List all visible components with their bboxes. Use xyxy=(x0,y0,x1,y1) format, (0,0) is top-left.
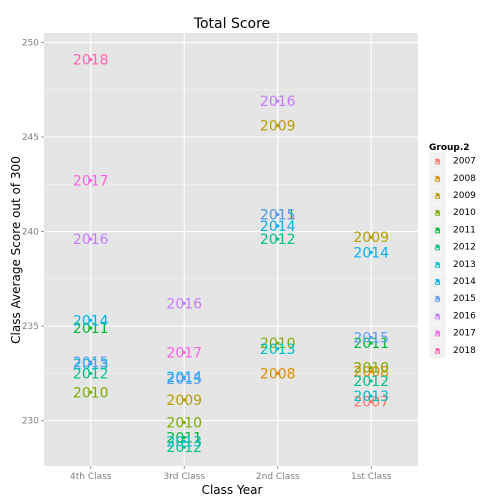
legend-glyph-2017: a xyxy=(434,327,441,340)
y-axis-title: Class Average Score out of 300 xyxy=(9,156,23,344)
legend-label-2012: 2012 xyxy=(453,243,476,253)
legend-glyph-2013: a xyxy=(434,258,441,271)
legend-glyph-2007: a xyxy=(434,155,441,168)
data-label-2016: 2016 xyxy=(260,94,296,110)
data-label-2018: 2018 xyxy=(73,52,109,68)
legend-label-2018: 2018 xyxy=(453,346,476,356)
data-label-2013: 2013 xyxy=(260,342,296,358)
legend-label-2017: 2017 xyxy=(453,329,476,339)
data-label-2015: 2015 xyxy=(73,355,109,371)
legend-glyph-2012: a xyxy=(434,241,441,254)
y-tick-label: 235 xyxy=(22,322,39,332)
legend-label-2011: 2011 xyxy=(453,225,476,235)
data-label-2015: 2015 xyxy=(260,208,296,224)
legend-glyph-2010: a xyxy=(434,206,441,219)
x-tick-label: 4th Class xyxy=(70,472,112,482)
data-label-2009: 2009 xyxy=(166,393,202,409)
legend-label-2009: 2009 xyxy=(453,191,476,201)
data-label-2016: 2016 xyxy=(166,296,202,312)
data-label-2010: 2010 xyxy=(73,385,109,401)
legend-label-2016: 2016 xyxy=(453,311,476,321)
legend-glyph-2009: a xyxy=(434,189,441,202)
x-axis-title: Class Year xyxy=(202,483,263,497)
data-label-2016: 2016 xyxy=(73,232,109,248)
legend-glyph-2015: a xyxy=(434,292,441,305)
data-label-2017: 2017 xyxy=(73,173,109,189)
y-axis-ticks: 230 235 240 245 250 xyxy=(22,38,44,426)
x-tick-label: 3rd Class xyxy=(163,472,205,482)
data-label-2014: 2014 xyxy=(73,313,109,329)
x-axis-ticks: 4th Class 3rd Class 2nd Class 1st Class xyxy=(70,466,392,482)
data-label-2009: 2009 xyxy=(260,119,296,135)
x-tick-label: 1st Class xyxy=(351,472,392,482)
legend-label-2008: 2008 xyxy=(453,174,476,184)
data-label-2008: 2008 xyxy=(260,366,296,382)
y-tick-label: 250 xyxy=(22,38,39,48)
y-tick-label: 245 xyxy=(22,133,39,143)
data-label-2014: 2014 xyxy=(353,245,389,261)
legend: Group.2 a 2007 a 2008 a 2009 a 2010 a 2011 a 2012 a 2… xyxy=(429,143,476,358)
legend-glyph-2016: a xyxy=(434,309,441,322)
plot-panel: 20072008 20082009200920092010201020102010… xyxy=(44,33,418,466)
data-label-2013: 2013 xyxy=(166,434,202,450)
data-label-2013: 2013 xyxy=(353,389,389,405)
legend-glyph-2008: a xyxy=(434,172,441,185)
legend-glyph-2011: a xyxy=(434,223,441,236)
legend-label-2015: 2015 xyxy=(453,294,476,304)
y-tick-label: 230 xyxy=(22,417,39,427)
legend-label-2007: 2007 xyxy=(453,157,476,167)
legend-glyph-2018: a xyxy=(434,344,441,357)
chart-title: Total Score xyxy=(193,16,270,32)
data-label-2012: 2012 xyxy=(353,374,389,390)
x-tick-label: 2nd Class xyxy=(256,472,300,482)
data-label-2010: 2010 xyxy=(166,416,202,432)
legend-label-2010: 2010 xyxy=(453,208,476,218)
data-label-2015: 2015 xyxy=(166,372,202,388)
legend-glyph-2014: a xyxy=(434,275,441,288)
legend-label-2014: 2014 xyxy=(453,277,476,287)
legend-title: Group.2 xyxy=(429,143,470,153)
data-label-2009: 2009 xyxy=(353,230,389,246)
y-tick-label: 240 xyxy=(22,228,39,238)
legend-label-2013: 2013 xyxy=(453,260,476,270)
data-label-2015: 2015 xyxy=(353,330,389,346)
data-label-2017: 2017 xyxy=(166,346,202,362)
